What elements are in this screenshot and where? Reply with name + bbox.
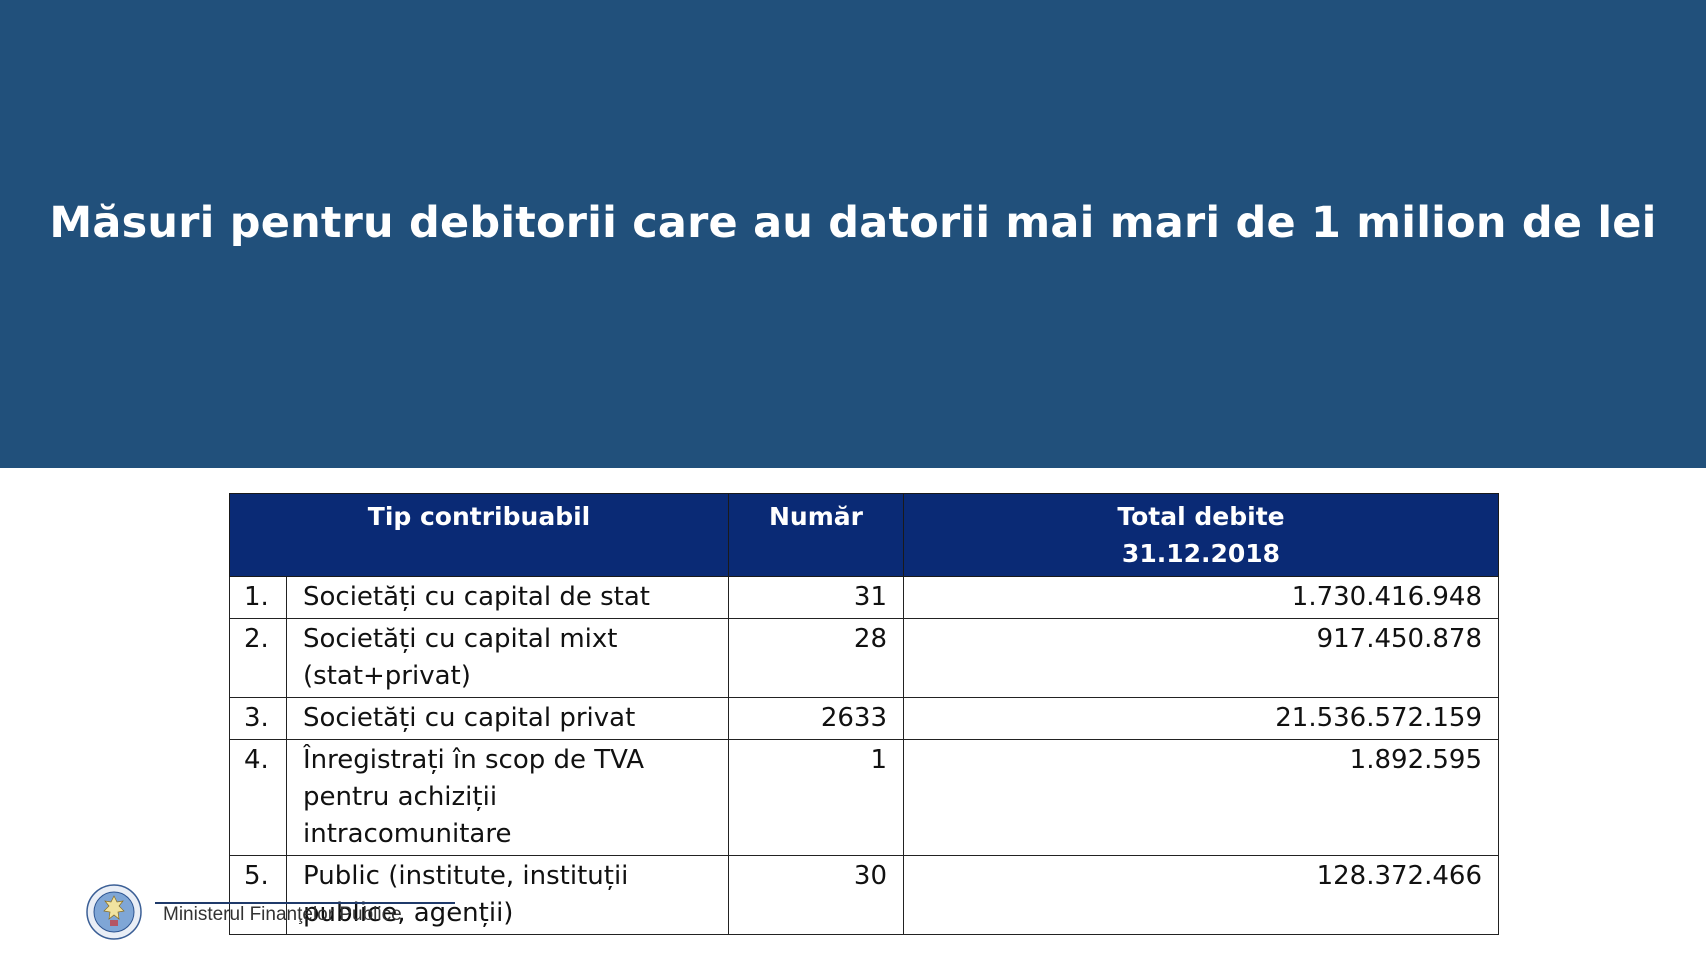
table-row: 3. Societăți cu capital privat 2633 21.5…	[229, 697, 1499, 740]
header-total-date: 31.12.2018	[1121, 539, 1281, 568]
row-index: 2.	[229, 618, 287, 698]
row-type-line: (stat+privat)	[303, 661, 471, 691]
ministry-seal-icon	[86, 884, 142, 940]
row-count: 28	[728, 618, 904, 698]
row-type: Public (institute, instituții publice, a…	[286, 855, 729, 935]
row-index: 1.	[229, 576, 287, 619]
header-tip-label: Tip contribuabil	[367, 502, 591, 531]
row-type-line: Societăți cu capital mixt	[303, 624, 618, 654]
row-total: 1.730.416.948	[903, 576, 1499, 619]
row-count: 2633	[728, 697, 904, 740]
row-type-line: pentru achiziții intracomunitare	[303, 782, 512, 849]
row-total: 21.536.572.159	[903, 697, 1499, 740]
row-count: 30	[728, 855, 904, 935]
row-total: 917.450.878	[903, 618, 1499, 698]
header-tip-contribuabil: Tip contribuabil	[229, 493, 729, 577]
header-numar-label: Număr	[769, 502, 863, 531]
header-total-label: Total debite	[1117, 502, 1285, 531]
row-total: 1.892.595	[903, 739, 1499, 856]
row-total: 128.372.466	[903, 855, 1499, 935]
table-header-row: Tip contribuabil Număr Total debite 31.1…	[229, 493, 1499, 577]
header-band	[0, 0, 1706, 468]
table-row: 1. Societăți cu capital de stat 31 1.730…	[229, 576, 1499, 619]
table-row: 2. Societăți cu capital mixt (stat+priva…	[229, 618, 1499, 698]
row-type-line: Societăți cu capital de stat	[303, 582, 650, 612]
row-count: 31	[728, 576, 904, 619]
row-type-line: Public (institute, instituții	[303, 861, 629, 891]
header-numar: Număr	[728, 493, 904, 577]
row-type-line: Societăți cu capital privat	[303, 703, 636, 733]
row-type-line: Înregistrați în scop de TVA	[303, 745, 645, 775]
row-index: 3.	[229, 697, 287, 740]
row-count: 1	[728, 739, 904, 856]
slide-title: Măsuri pentru debitorii care au datorii …	[49, 198, 1657, 248]
table-row: 5. Public (institute, instituții publice…	[229, 855, 1499, 935]
row-index: 5.	[229, 855, 287, 935]
debtors-table: Tip contribuabil Număr Total debite 31.1…	[229, 493, 1499, 935]
row-type: Înregistrați în scop de TVA pentru achiz…	[286, 739, 729, 856]
row-type: Societăți cu capital privat	[286, 697, 729, 740]
table-row: 4. Înregistrați în scop de TVA pentru ac…	[229, 739, 1499, 856]
row-type: Societăți cu capital de stat	[286, 576, 729, 619]
row-index: 4.	[229, 739, 287, 856]
ministry-name: Ministerul Finanţelor Publice	[163, 904, 402, 925]
footer-divider	[155, 902, 455, 904]
header-total-debite: Total debite 31.12.2018	[903, 493, 1499, 577]
row-type: Societăți cu capital mixt (stat+privat)	[286, 618, 729, 698]
